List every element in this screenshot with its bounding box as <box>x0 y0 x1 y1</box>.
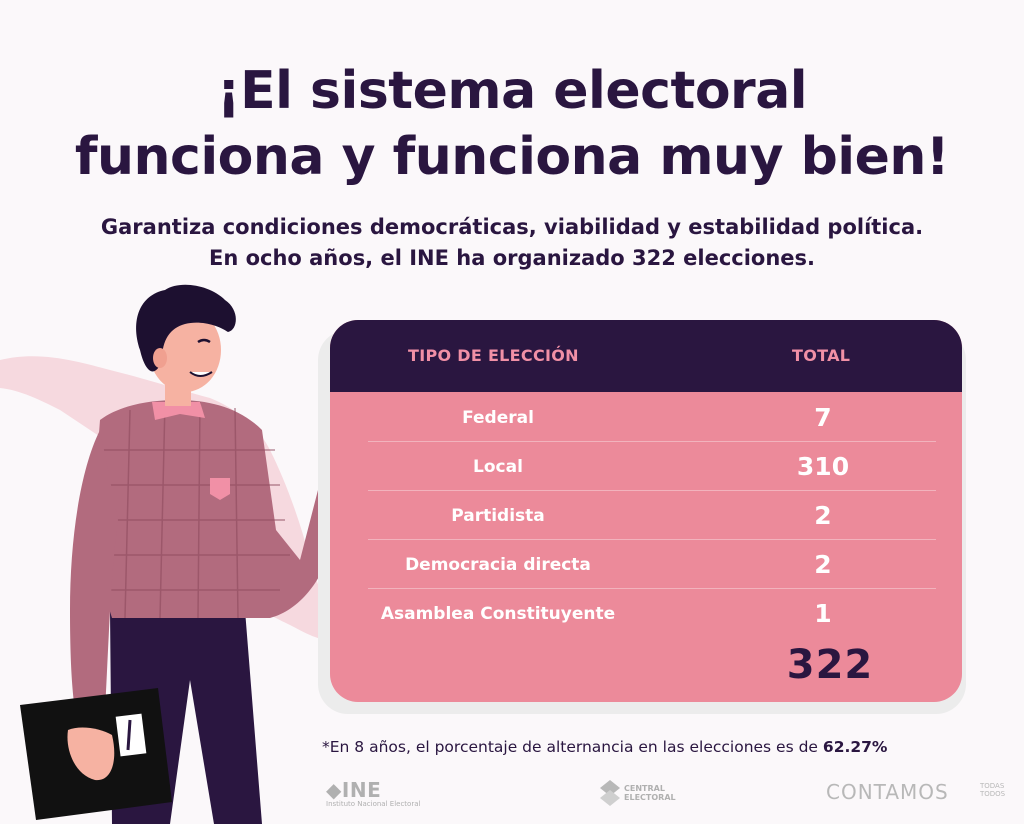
subtitle-line-2: En ocho años, el INE ha organizado 322 e… <box>208 246 816 270</box>
ine-logo-text: INE <box>341 778 382 802</box>
subtitle-line-1: Garantiza condiciones democráticas, viab… <box>100 215 924 239</box>
table-row: Federal 7 <box>368 392 936 442</box>
contamos-small-2: TODOS <box>980 790 1006 798</box>
central-electoral-logo: CENTRAL ELECTORAL <box>600 780 676 810</box>
central-line-1: CENTRAL <box>624 784 665 793</box>
mouth-shape <box>189 371 213 377</box>
man-illustration <box>0 284 332 824</box>
eye-shape <box>197 338 211 344</box>
left-hand <box>67 727 115 781</box>
contamos-text: CONTAMOS <box>826 780 949 804</box>
title-line-2: funciona y funciona muy bien! <box>74 127 950 187</box>
folder-paper <box>115 713 147 757</box>
left-arm <box>70 430 118 710</box>
contamos-small-1: TODAS <box>980 782 1005 790</box>
ine-logo: ◆INE Instituto Nacional Electoral <box>326 778 420 808</box>
page-subtitle: Garantiza condiciones democráticas, viab… <box>0 212 1024 274</box>
cell-type: Democracia directa <box>405 555 591 575</box>
grand-total: 322 <box>786 642 874 688</box>
table-row: Asamblea Constituyente 1 <box>368 588 936 637</box>
cell-total: 2 <box>814 501 832 530</box>
contamos-logo: CONTAMOS TODAS TODOS <box>826 780 1005 804</box>
footnote: *En 8 años, el porcentaje de alternancia… <box>322 738 982 756</box>
footer-logos: ◆INE Instituto Nacional Electoral CENTRA… <box>0 770 1024 820</box>
pen-shape <box>126 719 132 751</box>
ear-shape <box>153 348 167 368</box>
table-row: Democracia directa 2 <box>368 539 936 589</box>
elections-table: TIPO DE ELECCIÓN TOTAL Federal 7 Local 3… <box>330 320 962 702</box>
page-title: ¡El sistema electoral funciona y funcion… <box>0 58 1024 190</box>
cell-type: Local <box>473 457 523 477</box>
table-row: Local 310 <box>368 441 936 491</box>
cell-type: Federal <box>462 408 534 428</box>
footnote-value: 62.27% <box>822 738 888 756</box>
footnote-text: *En 8 años, el porcentaje de alternancia… <box>322 738 823 756</box>
title-line-1: ¡El sistema electoral <box>216 61 808 121</box>
shirt-shape <box>96 400 330 618</box>
plaid-lines <box>98 401 290 619</box>
shirt-pocket <box>210 478 230 500</box>
table-row: Partidista 2 <box>368 490 936 540</box>
cell-total: 2 <box>814 550 832 579</box>
cell-total: 1 <box>814 599 832 628</box>
table-header: TIPO DE ELECCIÓN TOTAL <box>330 320 962 392</box>
ine-logo-subtext: Instituto Nacional Electoral <box>326 800 421 808</box>
cell-type: Partidista <box>451 506 545 526</box>
ine-mark-icon: ◆ <box>326 778 342 802</box>
cell-total: 310 <box>796 452 850 481</box>
central-electoral-icon <box>600 780 620 806</box>
cell-total: 7 <box>814 403 832 432</box>
collar-shape <box>152 402 205 420</box>
header-type: TIPO DE ELECCIÓN <box>408 346 579 365</box>
cell-type: Asamblea Constituyente <box>380 604 616 624</box>
central-line-2: ELECTORAL <box>624 793 676 802</box>
header-total: TOTAL <box>792 346 851 365</box>
